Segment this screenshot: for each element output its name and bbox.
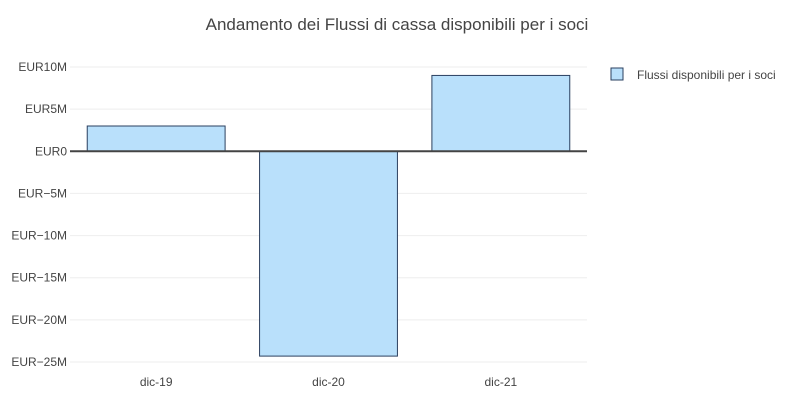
legend-label: Flussi disponibili per i soci (637, 68, 776, 82)
y-tick-label: EUR−5M (18, 186, 67, 200)
legend[interactable]: Flussi disponibili per i soci (610, 67, 776, 82)
y-tick-label: EUR−10M (11, 229, 67, 243)
y-tick-label: EUR−15M (11, 271, 67, 285)
x-tick-label: dic-20 (312, 375, 345, 389)
y-tick-label: EUR10M (18, 60, 67, 74)
bars (86, 74, 571, 357)
y-tick-label: EUR0 (35, 144, 67, 158)
x-axis-ticks: dic-19 dic-20 dic-21 (140, 375, 518, 389)
y-tick-label: EUR5M (25, 102, 67, 116)
bar-dic-21[interactable] (431, 74, 571, 152)
y-tick-label: EUR−20M (11, 313, 67, 327)
x-tick-label: dic-19 (140, 375, 173, 389)
bar-dic-19[interactable] (86, 125, 226, 152)
y-tick-label: EUR−25M (11, 355, 67, 369)
chart-title: Andamento dei Flussi di cassa disponibil… (206, 15, 589, 34)
legend-swatch (610, 67, 624, 81)
x-tick-label: dic-21 (484, 375, 517, 389)
y-axis-ticks: EUR10M EUR5M EUR0 EUR−5M EUR−10M EUR−15M EUR−2… (11, 60, 67, 369)
bar-dic-20[interactable] (259, 150, 398, 357)
